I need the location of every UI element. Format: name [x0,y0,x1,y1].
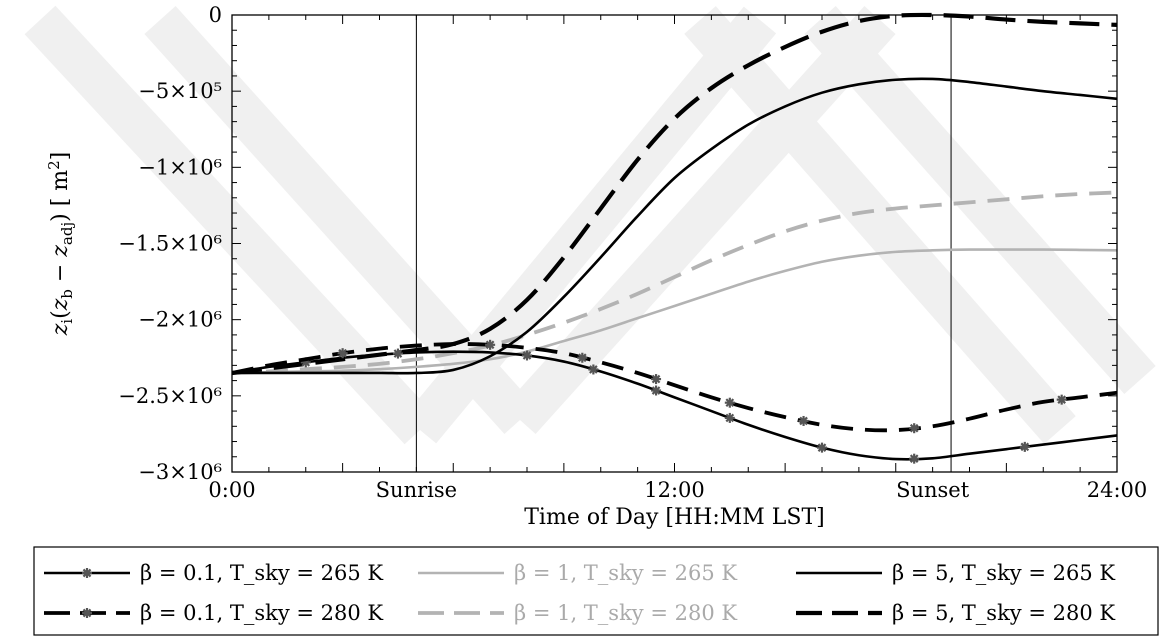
x-tick-label: Sunset [896,478,970,502]
legend-label-0: β = 0.1, T_sky = 265 K [140,561,383,585]
legend-item-1: β = 1, T_sky = 265 K [418,561,737,585]
series-0-marker [1019,441,1030,452]
series-0-marker [724,412,735,423]
series-1-marker [337,348,348,359]
x-tick-label: 0:00 [208,478,255,502]
x-tick-label: 24:00 [1087,478,1148,502]
legend: β = 0.1, T_sky = 265 K β = 1, T_sky = 265… [33,546,1159,636]
legend-box [33,546,1159,636]
series-1-marker [1056,394,1067,405]
series-1-marker [485,339,496,350]
y-tick-label: −1.5×10⁶ [118,232,222,256]
legend-item-4: β = 1, T_sky = 280 K [418,601,737,625]
x-axis-label: Time of Day [HH:MM LST] [524,505,825,530]
series-line-2 [231,248,1118,375]
series-0-marker [651,385,662,396]
legend-item-0: β = 0.1, T_sky = 265 K [44,561,383,585]
series-line-0 [231,350,1118,461]
legend-item-2: β = 5, T_sky = 265 K [796,561,1115,585]
legend-marker-0 [82,568,92,578]
series-1-marker [651,374,662,385]
x-tick-label: Sunrise [376,478,457,502]
series-0-marker [392,348,403,359]
series-1-marker [577,352,588,363]
legend-item-3: β = 0.1, T_sky = 280 K [44,601,383,625]
legend-marker-3 [82,608,92,618]
y-tick-label: −5×10⁵ [138,79,222,103]
legend-label-3: β = 0.1, T_sky = 280 K [140,601,383,625]
series-0-marker [817,442,827,453]
legend-item-5: β = 5, T_sky = 280 K [796,601,1115,625]
series-0-marker [588,364,599,375]
legend-label-1: β = 1, T_sky = 265 K [514,561,737,585]
y-axis-label: zi(zb − zadj) [ m2] [45,152,76,337]
series-1-marker [909,423,920,434]
series-0-marker [909,453,920,464]
y-tick-label: −1×10⁶ [138,155,222,179]
y-tick-label: −3×10⁶ [138,460,222,484]
plot-area [231,12,1118,473]
series-0-marker [522,350,532,361]
legend-label-5: β = 5, T_sky = 280 K [892,601,1115,625]
legend-label-2: β = 5, T_sky = 265 K [892,561,1115,585]
series-line-3 [231,190,1118,375]
series-line-4 [232,77,1118,375]
legend-label-4: β = 1, T_sky = 280 K [514,601,737,625]
series-1-marker [724,397,735,408]
y-tick-label: 0 [209,3,222,27]
y-tick-label: −2×10⁶ [138,308,222,332]
series-1-marker [798,415,809,426]
x-tick-label: 12:00 [644,478,705,502]
series-line-1 [231,342,1118,433]
y-tick-label: −2.5×10⁶ [118,384,222,408]
